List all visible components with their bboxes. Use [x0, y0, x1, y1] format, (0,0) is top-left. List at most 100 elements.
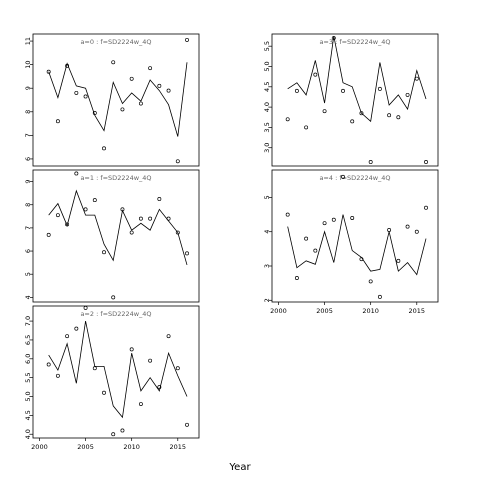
x-tick-label: 2015	[170, 443, 187, 451]
y-tick-label: 7	[24, 133, 32, 137]
panel-frame	[32, 33, 200, 167]
observed-point	[175, 230, 180, 235]
panel-title: a=0 : f=SD2224w_4Q	[80, 38, 151, 46]
observed-point	[414, 229, 419, 234]
observed-point	[138, 101, 143, 106]
observed-point	[387, 113, 392, 118]
y-tick-label: 5	[263, 195, 271, 199]
panel-title: a=4 : f=SD2224w_4Q	[319, 174, 390, 182]
y-tick-label: 3.5	[263, 122, 271, 132]
observed-point	[65, 334, 70, 339]
observed-point	[120, 107, 125, 112]
observed-point	[148, 358, 153, 363]
observed-point	[185, 37, 189, 42]
observed-point	[313, 248, 318, 253]
observed-point	[368, 279, 373, 284]
y-tick-label: 9	[24, 86, 32, 90]
observed-point	[294, 276, 299, 280]
observed-point	[331, 217, 336, 222]
y-tick-label: 5.5	[24, 372, 32, 382]
observed-point	[83, 207, 88, 212]
observed-point	[148, 66, 153, 71]
y-tick-label: 10	[24, 61, 32, 69]
observed-point	[74, 171, 79, 176]
x-tick-label: 2000	[31, 443, 48, 451]
y-tick-label: 5.5	[263, 41, 271, 51]
y-tick-label: 8	[24, 203, 32, 207]
observed-point	[405, 92, 410, 97]
observed-point	[157, 83, 162, 88]
observed-point	[74, 326, 79, 331]
observed-point	[129, 76, 134, 81]
observed-point	[157, 385, 162, 390]
observed-point	[341, 88, 345, 93]
observed-point	[102, 390, 106, 395]
observed-point	[175, 159, 180, 164]
x-tick-label: 2010	[123, 443, 140, 451]
observed-point	[322, 221, 327, 226]
observed-point	[129, 230, 134, 235]
observed-point	[102, 146, 106, 151]
observed-point	[396, 258, 401, 263]
observed-point	[102, 250, 106, 255]
observed-point	[129, 347, 134, 352]
observed-point	[350, 119, 355, 124]
panel-2: a=2 : f=SD2224w_4Q 4.0 4.5 5.0 5.5 6.0 6.5 7.0 2…	[24, 305, 200, 451]
observed-point	[424, 159, 428, 164]
y-tick-label: 3.0	[263, 143, 271, 153]
observed-point	[341, 174, 345, 179]
observed-point	[185, 251, 189, 256]
observed-point	[405, 224, 410, 229]
observed-point	[175, 366, 180, 371]
observed-point	[120, 207, 125, 212]
observed-point	[304, 125, 309, 130]
observed-point	[414, 76, 419, 81]
panel-frame	[32, 169, 200, 303]
observed-point	[111, 295, 116, 300]
observed-point	[313, 72, 318, 77]
observed-point	[322, 109, 327, 114]
fitted-line	[48, 62, 188, 137]
observed-point	[83, 305, 88, 310]
x-axis-title: Year	[228, 462, 251, 473]
observed-point	[331, 36, 336, 41]
observed-point	[285, 117, 290, 122]
observed-point	[92, 111, 97, 115]
y-tick-label: 5.0	[263, 61, 271, 71]
observed-point	[377, 86, 382, 91]
x-tick-label: 2010	[362, 307, 379, 315]
panel-0: a=0 : f=SD2224w_4Q 6 7 8 9 10 11	[24, 33, 200, 167]
y-tick-label: 4.0	[24, 429, 32, 439]
observed-point	[285, 212, 290, 217]
panel-1: a=1 : f=SD2224w_4Q 4 5 6 7 8 9	[24, 169, 200, 303]
fitted-line	[48, 321, 188, 419]
observed-point	[46, 362, 51, 367]
observed-point	[359, 111, 364, 116]
observed-point	[185, 422, 189, 427]
observed-point	[65, 222, 70, 227]
observed-point	[74, 90, 79, 95]
panel-title: a=3 : f=SD2224w_4Q	[319, 38, 390, 46]
observed-point	[157, 196, 162, 201]
y-tick-label: 4.5	[263, 82, 271, 92]
observed-point	[166, 216, 171, 221]
observed-point	[350, 216, 355, 220]
panel-4: a=4 : f=SD2224w_4Q 2 3 4 5 2000 2005 2010 2015	[263, 169, 439, 315]
panel-title: a=1 : f=SD2224w_4Q	[80, 174, 151, 182]
observed-point	[138, 402, 143, 407]
panel-title: a=2 : f=SD2224w_4Q	[80, 310, 151, 318]
y-tick-label: 7	[24, 226, 32, 230]
panel-frame	[32, 305, 200, 439]
observed-point	[55, 213, 60, 218]
observed-point	[55, 119, 60, 124]
y-tick-label: 4.5	[24, 410, 32, 420]
observed-point	[304, 236, 309, 241]
observed-point	[111, 60, 116, 65]
observed-point	[92, 366, 97, 371]
panels-layer: a=0 : f=SD2224w_4Q 6 7 8 9 10 11 a=1 : f=SD2224…	[24, 33, 439, 451]
observed-point	[377, 294, 382, 299]
panel-frame	[271, 169, 439, 303]
observed-point	[138, 216, 143, 221]
observed-point	[359, 257, 364, 262]
